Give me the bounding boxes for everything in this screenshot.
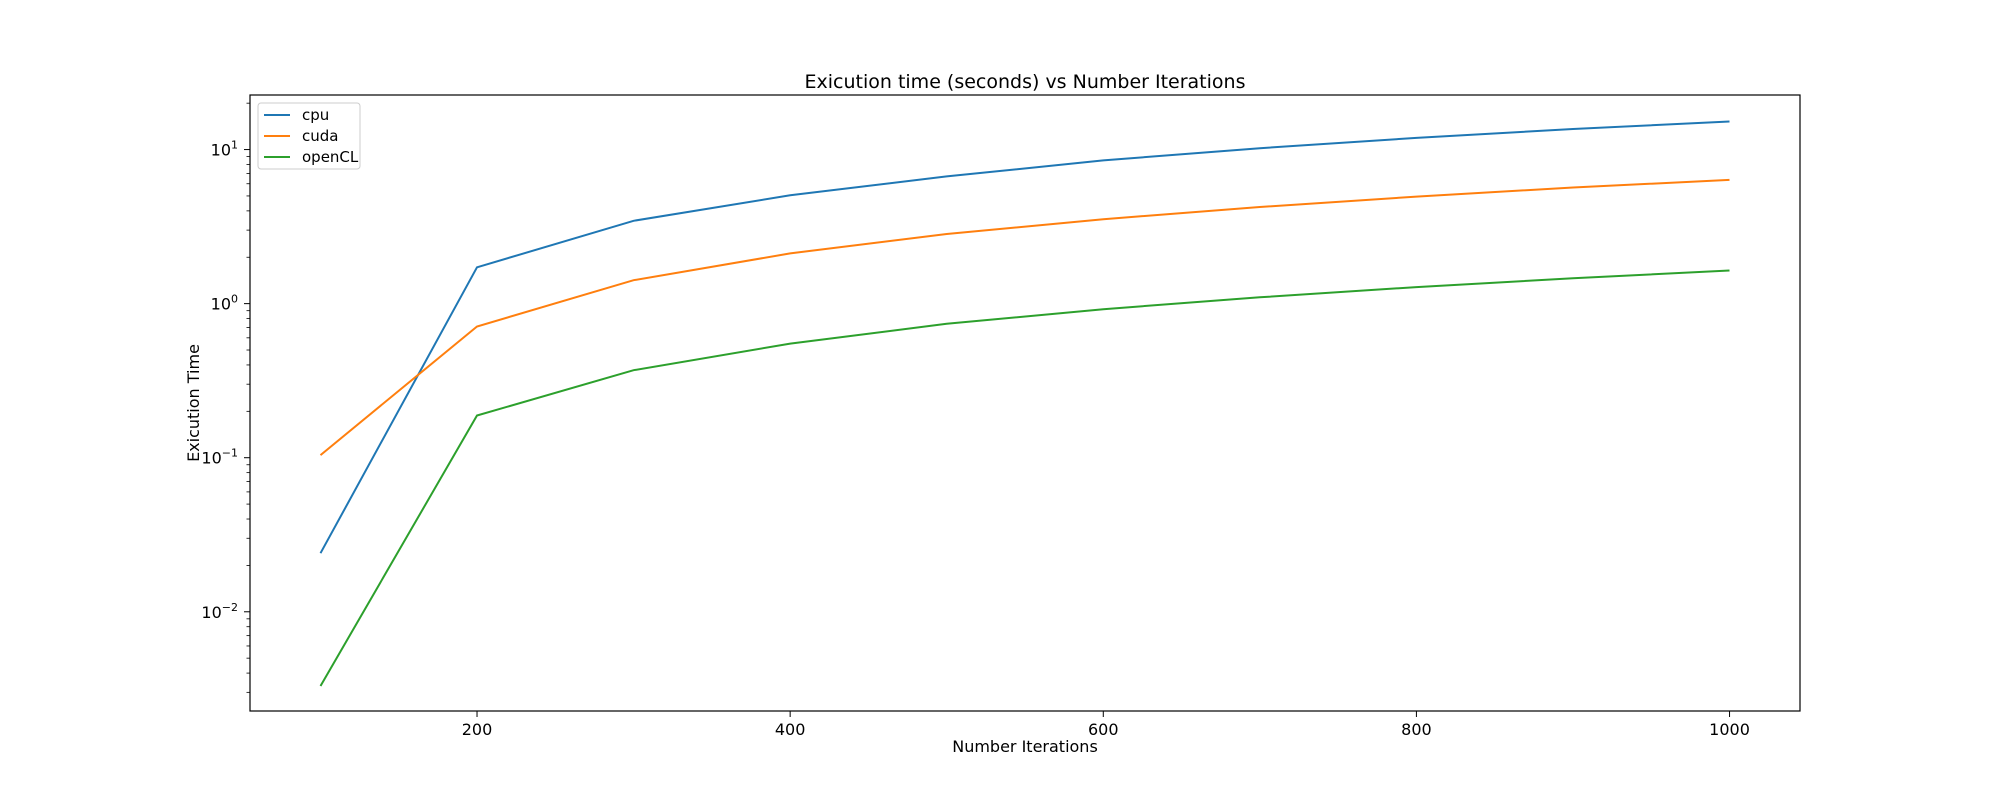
legend-box bbox=[257, 102, 361, 170]
x-axis: 200 400 600 800 1000 bbox=[462, 711, 1750, 739]
legend: cpu cuda openCL bbox=[257, 102, 361, 170]
y-axis: 10−2 10−1 100 101 bbox=[201, 102, 250, 693]
x-tick-label: 600 bbox=[1088, 720, 1119, 739]
legend-label-opencl: openCL bbox=[302, 148, 359, 166]
y-tick-label: 10−1 bbox=[201, 447, 238, 468]
plot-area-frame bbox=[249, 94, 1801, 712]
plot-lines bbox=[319, 120, 1730, 687]
x-tick-label: 1000 bbox=[1709, 720, 1750, 739]
x-tick-label: 400 bbox=[775, 720, 806, 739]
x-axis-label: Number Iterations bbox=[952, 737, 1098, 756]
series-line-cuda bbox=[319, 178, 1730, 456]
series-line-cpu bbox=[319, 120, 1730, 554]
x-tick-label: 800 bbox=[1401, 720, 1432, 739]
y-axis-label: Exicution Time bbox=[184, 344, 203, 462]
y-tick-label: 101 bbox=[211, 139, 238, 160]
x-tick-label: 200 bbox=[462, 720, 493, 739]
legend-label-cpu: cpu bbox=[302, 106, 329, 124]
y-tick-label: 100 bbox=[211, 293, 238, 314]
legend-label-cuda: cuda bbox=[302, 127, 338, 145]
chart-title: Exicution time (seconds) vs Number Itera… bbox=[805, 71, 1246, 93]
y-tick-label: 10−2 bbox=[201, 601, 238, 622]
series-line-opencl bbox=[319, 269, 1730, 687]
